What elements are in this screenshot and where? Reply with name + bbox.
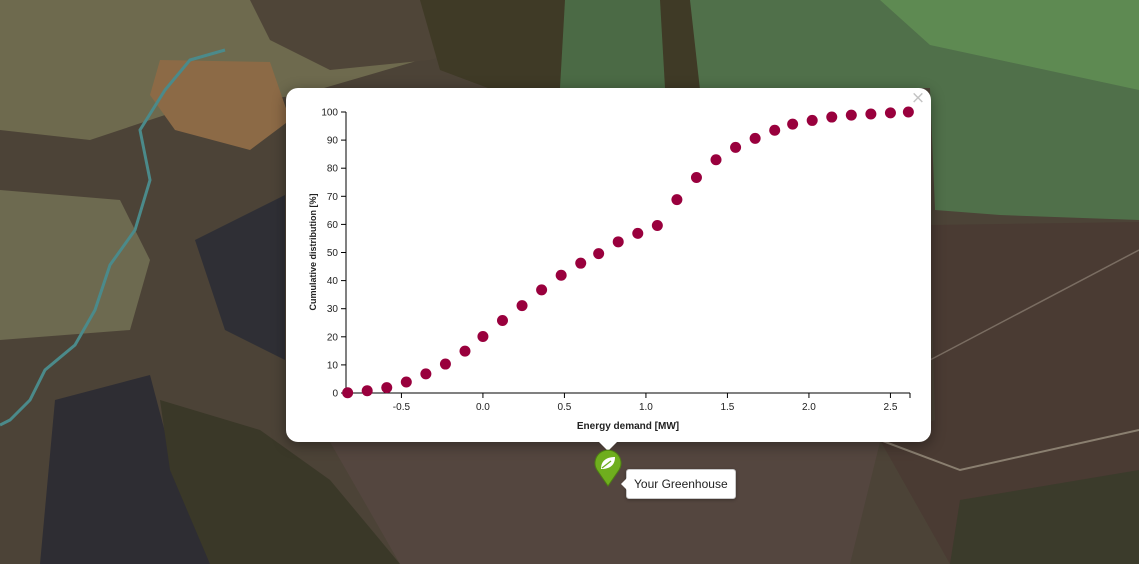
- y-tick-label: 40: [327, 276, 339, 287]
- map-field-plowed-bottom: [330, 442, 880, 564]
- data-point: [555, 269, 567, 281]
- greenhouse-marker[interactable]: [594, 449, 622, 487]
- x-tick-label: 2.5: [883, 402, 897, 413]
- data-point: [361, 385, 373, 397]
- chart-popup: × 0 10 20 30 40 50 60 70 80 90 100 -0.5 0.0 0.5 1.0 1.…: [286, 88, 931, 442]
- leaf-icon: [601, 457, 615, 469]
- x-axis-label: Energy demand [MW]: [577, 421, 679, 432]
- data-point: [632, 227, 644, 239]
- data-point: [769, 124, 781, 136]
- data-points: [342, 106, 914, 399]
- x-tick-label: 0.0: [476, 402, 490, 413]
- popup-tip: [597, 440, 619, 451]
- data-point: [477, 331, 489, 343]
- x-axis: -0.5 0.0 0.5 1.0 1.5 2.0 2.5: [346, 392, 911, 413]
- map-forest-bottom: [160, 400, 400, 564]
- y-tick-label: 60: [327, 220, 339, 231]
- data-point: [806, 114, 818, 126]
- x-tick-label: -0.5: [393, 402, 411, 413]
- map-river: [0, 48, 226, 427]
- y-axis-label: Cumulative distribution [%]: [308, 193, 318, 310]
- map-field-left: [0, 190, 150, 340]
- data-point: [902, 106, 914, 118]
- y-tick-label: 90: [327, 136, 339, 147]
- data-point: [439, 358, 451, 370]
- y-tick-label: 80: [327, 164, 339, 175]
- data-point: [865, 108, 877, 120]
- data-point: [651, 220, 663, 232]
- data-point: [612, 236, 624, 248]
- data-point: [690, 171, 702, 183]
- y-tick-label: 50: [327, 248, 339, 259]
- x-tick-label: 2.0: [802, 402, 816, 413]
- data-point: [381, 382, 393, 394]
- data-point: [496, 315, 508, 327]
- data-point: [845, 109, 857, 121]
- y-tick-label: 0: [332, 389, 338, 400]
- cumulative-distribution-chart: 0 10 20 30 40 50 60 70 80 90 100 -0.5 0.0 0.5 1.0 1.5 2…: [308, 106, 914, 432]
- map-field-bottomleft: [40, 375, 210, 564]
- map-field-orange: [150, 60, 290, 150]
- data-point: [884, 107, 896, 119]
- map-road: [879, 429, 1139, 472]
- map-field-darkblue: [195, 195, 285, 360]
- y-tick-label: 70: [327, 192, 339, 203]
- map-field-brown-right: [880, 222, 1139, 564]
- marker-tooltip: Your Greenhouse: [621, 469, 736, 499]
- y-axis: 0 10 20 30 40 50 60 70 80 90 100: [321, 108, 347, 400]
- data-point: [342, 387, 354, 399]
- data-point: [459, 345, 471, 357]
- map-forest-bottomright: [950, 470, 1139, 564]
- data-point: [516, 300, 528, 312]
- y-tick-label: 30: [327, 304, 339, 315]
- data-point: [826, 111, 838, 123]
- data-point: [593, 248, 605, 260]
- map-road-2: [929, 249, 1139, 361]
- x-tick-label: 1.5: [720, 402, 734, 413]
- map-field-lightgreen: [880, 0, 1139, 90]
- data-point: [710, 154, 722, 166]
- y-tick-label: 20: [327, 332, 339, 343]
- data-point: [749, 132, 761, 144]
- y-tick-label: 100: [321, 108, 338, 119]
- data-point: [400, 376, 412, 388]
- data-point: [536, 284, 548, 296]
- data-point: [420, 368, 432, 380]
- x-tick-label: 0.5: [557, 402, 571, 413]
- map-field-green-top: [560, 0, 665, 88]
- data-point: [575, 257, 587, 269]
- close-icon[interactable]: ×: [910, 88, 926, 108]
- y-tick-label: 10: [327, 360, 339, 371]
- x-tick-label: 1.0: [639, 402, 653, 413]
- data-point: [730, 141, 742, 153]
- data-point: [671, 194, 683, 206]
- data-point: [787, 118, 799, 130]
- marker-pin: [594, 449, 622, 487]
